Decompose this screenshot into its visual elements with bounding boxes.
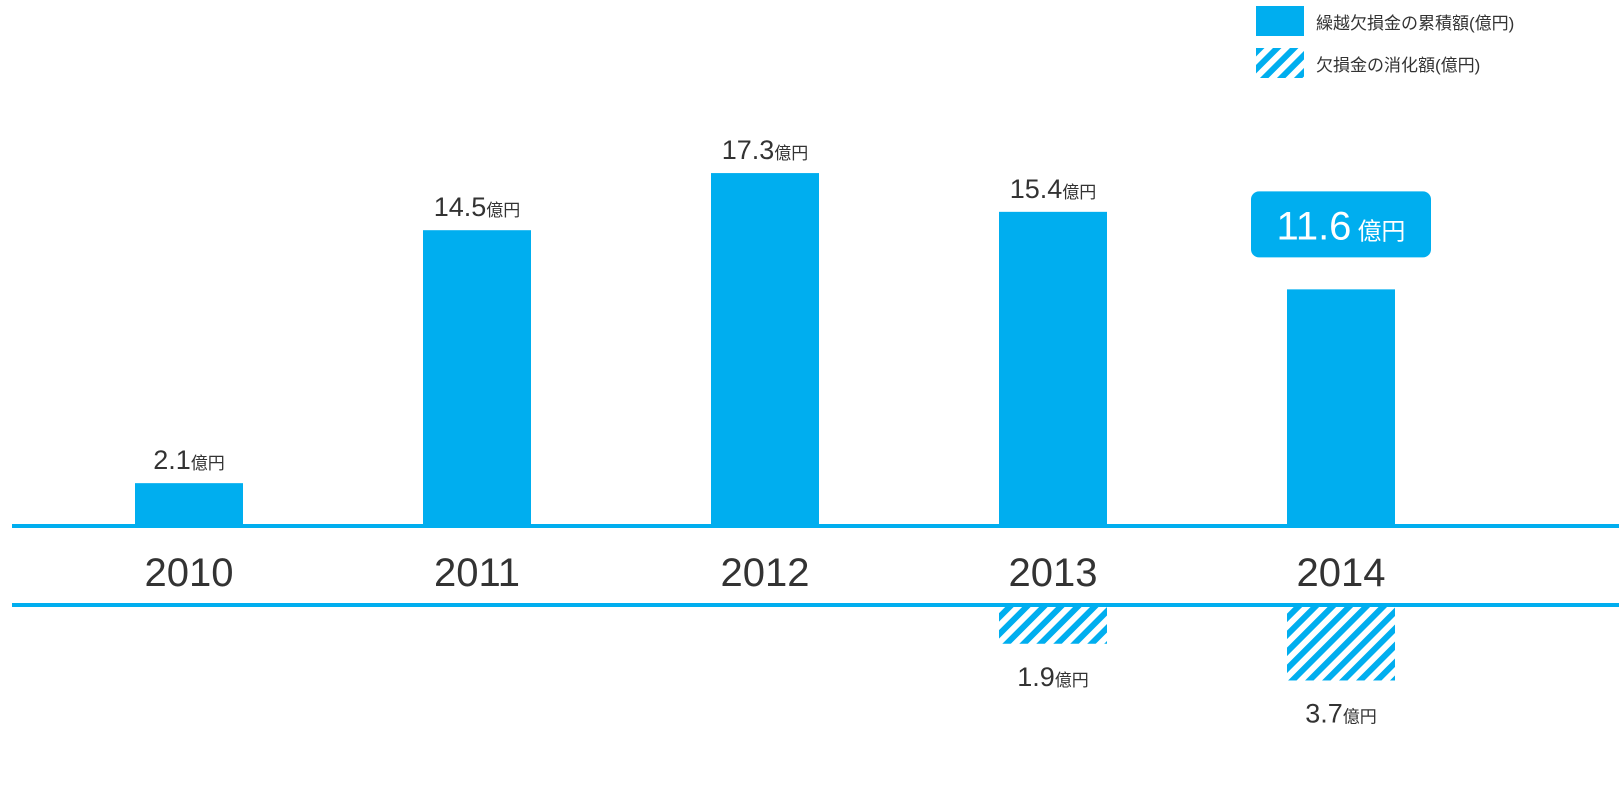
data-label: 11.6 億円 bbox=[1277, 204, 1406, 248]
bar-cumulative bbox=[711, 173, 819, 526]
bar-cumulative bbox=[1287, 289, 1395, 526]
data-label: 3.7億円 bbox=[1305, 698, 1377, 728]
data-label: 14.5億円 bbox=[434, 192, 521, 222]
x-tick-label: 2012 bbox=[721, 551, 810, 595]
legend: 繰越欠損金の累積額(億円) 欠損金の消化額(億円) bbox=[1256, 6, 1616, 90]
legend-swatch-hatched bbox=[1256, 48, 1304, 78]
bar-cumulative bbox=[999, 211, 1107, 526]
x-tick-label: 2011 bbox=[434, 551, 520, 595]
legend-item-cumulative: 繰越欠損金の累積額(億円) bbox=[1256, 6, 1616, 36]
bar-consumed bbox=[1287, 607, 1395, 681]
bar-cumulative bbox=[135, 483, 243, 526]
data-label: 2.1億円 bbox=[153, 445, 225, 475]
legend-label-cumulative: 繰越欠損金の累積額(億円) bbox=[1316, 13, 1515, 33]
x-tick-label: 2014 bbox=[1297, 551, 1386, 595]
legend-swatch-solid bbox=[1256, 6, 1304, 36]
bar-cumulative bbox=[423, 230, 531, 526]
data-label: 17.3億円 bbox=[722, 135, 809, 165]
data-label: 15.4億円 bbox=[1010, 174, 1097, 204]
axis-line-bottom bbox=[12, 603, 1619, 607]
legend-label-consumed: 欠損金の消化額(億円) bbox=[1316, 55, 1481, 75]
x-tick-label: 2013 bbox=[1009, 551, 1098, 595]
data-label: 1.9億円 bbox=[1017, 662, 1089, 692]
x-tick-label: 2010 bbox=[145, 551, 234, 595]
legend-item-consumed: 欠損金の消化額(億円) bbox=[1256, 48, 1616, 78]
bar-consumed bbox=[999, 607, 1107, 644]
highlight-label-box bbox=[1251, 191, 1431, 258]
